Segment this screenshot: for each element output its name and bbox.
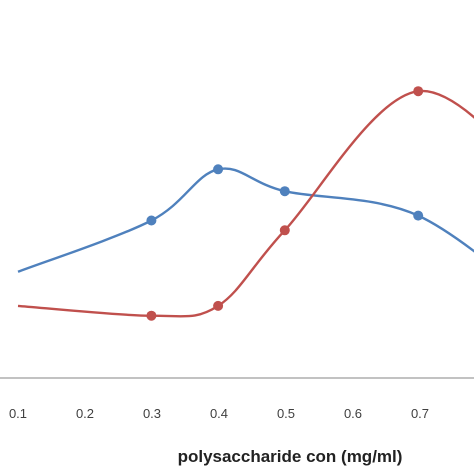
x-tick-label: 0.5 — [277, 406, 295, 421]
x-tick-label: 0.7 — [411, 406, 429, 421]
series-0-point-3 — [279, 186, 290, 197]
series-0-point-4 — [413, 210, 424, 221]
series-1-point-1 — [146, 310, 157, 321]
series-1-point-2 — [213, 300, 224, 311]
x-tick-label: 0.4 — [210, 406, 228, 421]
series-1-line — [17, 89, 474, 318]
x-tick-label: 0.1 — [9, 406, 27, 421]
series-layer — [17, 86, 474, 321]
series-0-line — [17, 167, 474, 273]
x-tick-label: 0.3 — [143, 406, 161, 421]
x-tick-label: 0.2 — [76, 406, 94, 421]
series-0-point-2 — [213, 164, 224, 175]
x-axis-title: polysaccharide con (mg/ml) — [178, 447, 403, 466]
x-tick-labels: 0.1 0.2 0.3 0.4 0.5 0.6 0.7 — [9, 406, 429, 421]
series-1-point-4 — [413, 86, 424, 97]
x-tick-label: 0.6 — [344, 406, 362, 421]
series-0-point-1 — [146, 215, 157, 226]
series-1-point-3 — [279, 225, 290, 236]
